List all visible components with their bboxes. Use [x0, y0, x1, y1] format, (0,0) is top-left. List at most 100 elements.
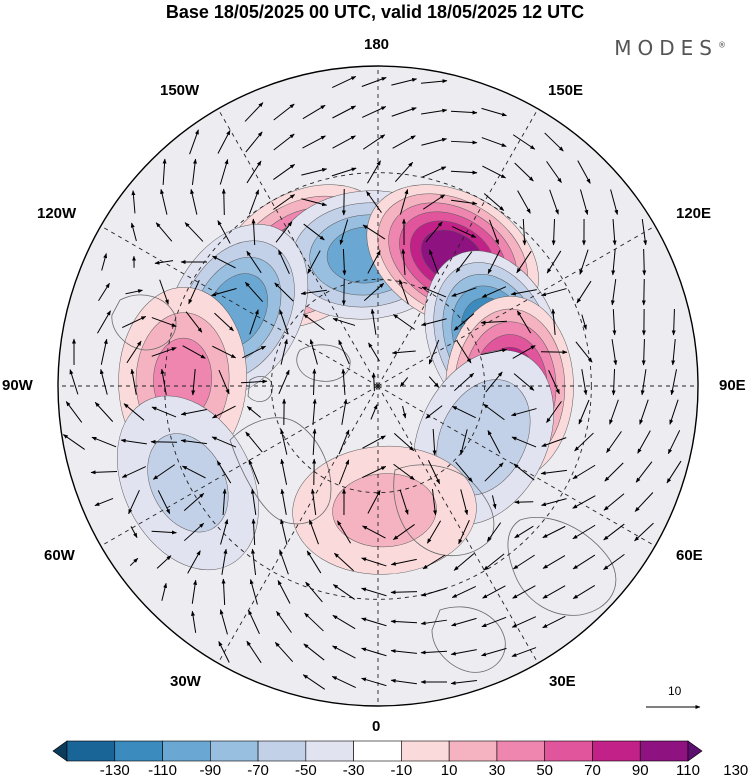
wind-arrow: [429, 249, 439, 275]
colorbar-swatch: [353, 740, 402, 762]
wind-arrow: [242, 345, 267, 359]
wind-arrow: [427, 460, 441, 485]
wind-arrow: [610, 279, 617, 306]
wind-arrow: [331, 167, 357, 177]
wind-arrow: [460, 489, 469, 516]
wind-arrow: [487, 430, 501, 454]
wind-arrow: [484, 462, 504, 482]
wind-arrow: [453, 313, 475, 331]
modes-logo: MODES®: [614, 36, 726, 60]
wind-arrow: [481, 107, 507, 117]
wind-arrow: [548, 369, 560, 395]
wind-arrow: [421, 286, 447, 298]
wind-arrow: [341, 368, 346, 396]
wind-arrow: [510, 289, 537, 296]
wind-arrow: [511, 647, 537, 657]
wind-arrow: [303, 643, 325, 661]
wind-arrow: [332, 318, 356, 326]
colorbar-tick-label: -130: [99, 762, 130, 779]
colorbar-swatch: [448, 740, 498, 762]
wind-arrow: [399, 189, 409, 215]
colorbar-swatch: [496, 740, 545, 762]
wind-arrow: [390, 590, 418, 595]
wind-arrow: [578, 399, 590, 425]
wind-arrow: [671, 308, 676, 336]
wind-arrow: [640, 369, 647, 396]
wind-arrow: [301, 198, 328, 207]
wind-arrow: [428, 376, 440, 388]
wind-arrow: [431, 489, 437, 516]
wind-arrow: [216, 460, 232, 484]
wind-arrow: [667, 430, 681, 455]
wind-arrow: [218, 369, 230, 395]
wind-arrow: [604, 462, 624, 482]
land-outlines: [111, 294, 617, 673]
wind-arrow: [337, 520, 351, 544]
wind-arrow: [451, 586, 476, 598]
wind-arrow: [542, 555, 566, 569]
wind-arrow: [161, 582, 168, 601]
wind-arrow: [572, 464, 596, 480]
colorbar-swatch: [305, 740, 354, 762]
wind-arrow: [246, 160, 262, 184]
wind-arrow: [517, 190, 531, 214]
wind-arrow: [361, 587, 387, 597]
wind-arrow: [123, 403, 145, 421]
wind-arrow: [130, 526, 138, 539]
wind-arrow: [128, 489, 140, 515]
wind-arrow: [245, 431, 263, 453]
wind-arrow: [611, 339, 618, 366]
wind-arrow: [190, 188, 198, 215]
wind-arrow: [540, 498, 567, 507]
wind-arrow: [304, 612, 324, 632]
wind-arrow: [157, 490, 171, 515]
wind-arrow: [451, 287, 477, 297]
wind-arrow: [390, 649, 417, 654]
wind-arrow: [542, 615, 566, 629]
wind-arrow: [393, 463, 415, 481]
wind-arrow: [361, 677, 387, 687]
wind-arrow: [274, 282, 294, 302]
wind-arrow: [392, 314, 415, 330]
wind-arrow: [341, 398, 348, 425]
wind-arrow: [302, 135, 326, 149]
wind-arrow: [221, 548, 228, 575]
wind-arrow: [182, 345, 206, 359]
wind-arrow: [279, 549, 289, 575]
wind-arrow: [480, 320, 508, 325]
wind-arrow: [399, 279, 409, 305]
wind-arrow: [151, 530, 177, 535]
wind-arrow: [305, 581, 323, 603]
registered-mark: ®: [718, 40, 726, 50]
wind-arrow: [546, 161, 562, 184]
wind-arrow: [482, 165, 507, 179]
anomaly-contour: [342, 480, 427, 541]
wind-arrow: [641, 278, 646, 306]
wind-arrow: [459, 429, 468, 456]
wind-arrow: [481, 647, 507, 657]
wind-arrow: [245, 131, 263, 153]
wind-arrow: [399, 377, 409, 387]
wind-arrow: [126, 340, 142, 364]
wind-arrow: [361, 77, 387, 87]
wind-arrow: [312, 428, 317, 456]
colorbar-tick-label: 30: [488, 762, 506, 779]
lon-label-90e: 90E: [719, 377, 746, 394]
colorbar-swatch: [66, 740, 116, 762]
wind-arrow: [511, 616, 537, 628]
wind-arrow: [391, 107, 417, 117]
meridian-line: [217, 385, 379, 664]
wind-arrow: [485, 371, 503, 393]
wind-arrow: [180, 409, 207, 416]
wind-arrow: [421, 166, 447, 178]
wind-arrow: [278, 249, 290, 275]
wind-arrow: [338, 429, 350, 455]
wind-arrow: [432, 428, 437, 456]
wind-arrow: [487, 250, 501, 275]
wind-arrow: [510, 408, 537, 417]
wind-arrow: [94, 402, 114, 422]
lon-label-90w: 90W: [2, 377, 33, 394]
wind-arrow: [483, 553, 505, 571]
wind-arrow: [367, 160, 381, 184]
